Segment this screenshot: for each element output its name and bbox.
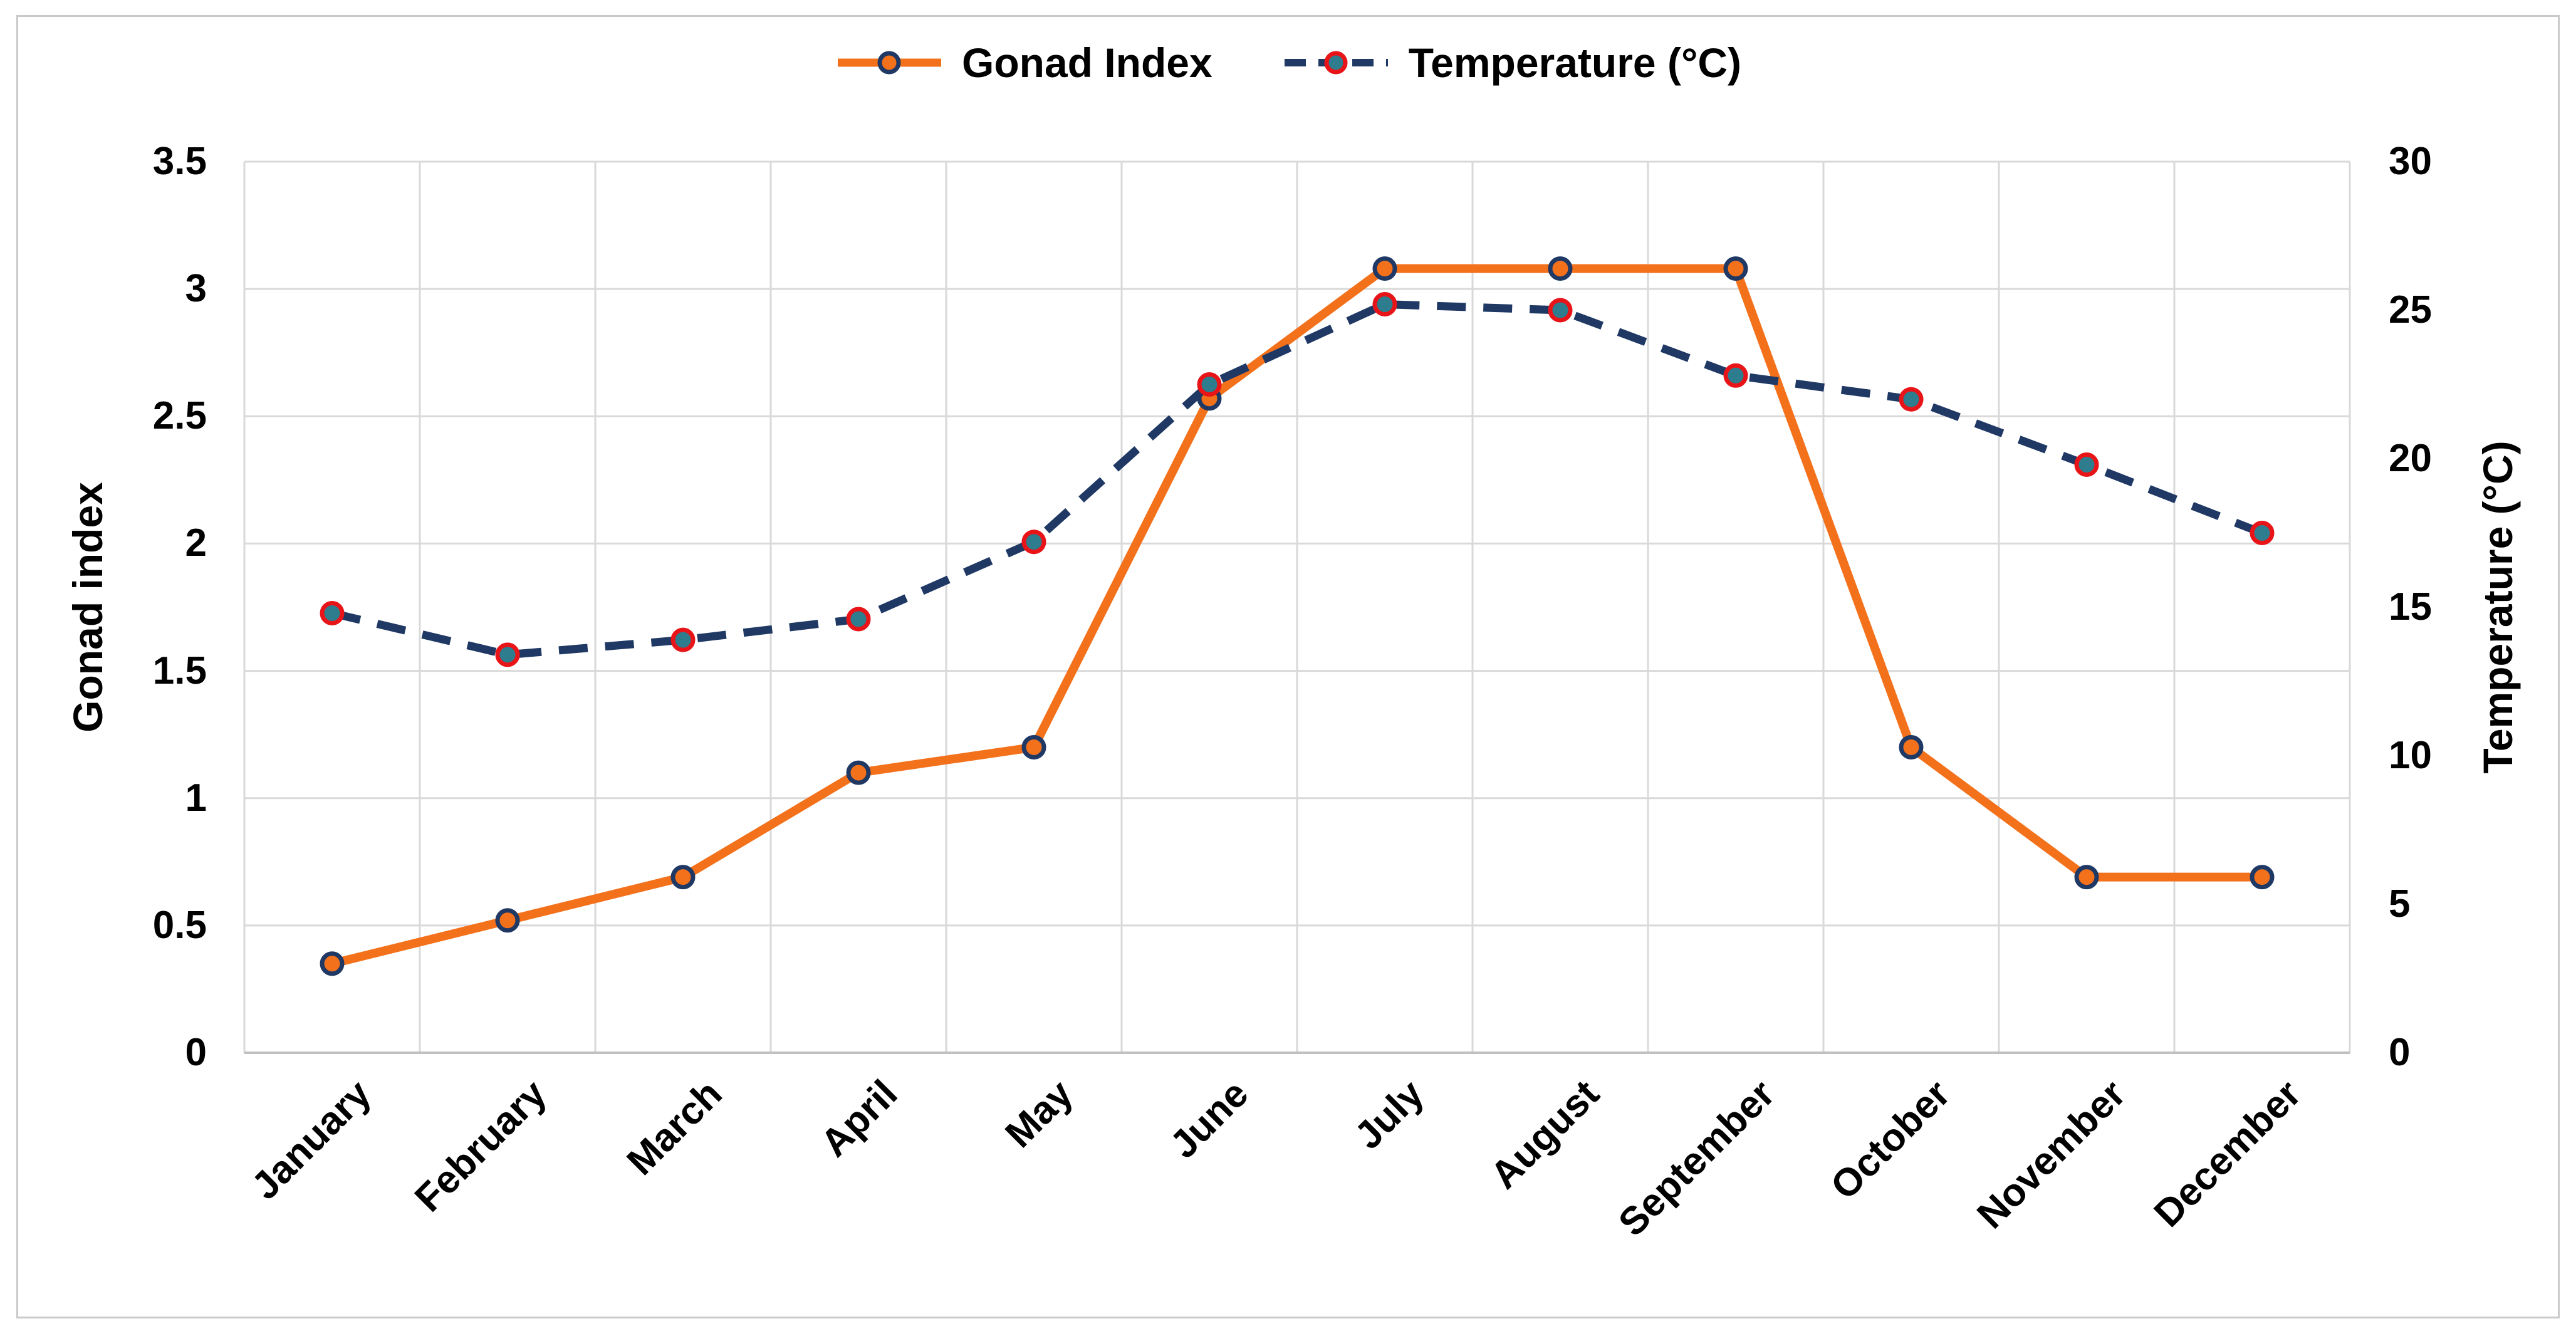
gonad-index-marker [2250, 865, 2275, 890]
gonad-index-marker [2074, 865, 2099, 890]
legend-item-temperature: Temperature (°C) [1281, 39, 1741, 86]
temperature-marker [2074, 452, 2099, 477]
gonad-index-marker [495, 908, 520, 933]
left-axis-tick-label: 0 [185, 1031, 207, 1074]
gonad-line-marker-icon [838, 51, 941, 75]
gonad-index-marker [1372, 256, 1397, 281]
gonad-index-marker [1723, 256, 1748, 281]
gonad-index-series-line [331, 264, 2262, 968]
temperature-marker [1723, 363, 1748, 388]
right-axis-tick-label: 15 [2389, 585, 2432, 629]
gonad-index-marker [1548, 256, 1573, 281]
right-axis-tick-label: 25 [2389, 288, 2432, 331]
right-axis-tick-label: 5 [2389, 882, 2411, 926]
gonad-index-marker [846, 760, 871, 785]
temperature-series-line [331, 300, 2264, 659]
gonad-index-marker [1021, 734, 1046, 759]
left-axis-tick-label: 3 [185, 267, 207, 311]
gonad-index-marker [1899, 734, 1924, 759]
gonad-index-marker [320, 951, 345, 976]
gridlines [243, 160, 2351, 1054]
legend-item-gonad-index: Gonad Index [835, 39, 1212, 86]
right-axis-title: Temperature (°C) [2474, 441, 2521, 774]
temperature-marker [1899, 387, 1924, 412]
temperature-marker [670, 627, 696, 652]
legend-label-gonad-index: Gonad Index [962, 39, 1212, 86]
temperature-marker [1197, 372, 1222, 397]
right-axis-tick-label: 0 [2389, 1031, 2411, 1074]
left-axis-tick-label: 1.5 [152, 649, 207, 692]
temperature-marker [846, 607, 871, 632]
temperature-marker [1372, 292, 1397, 317]
left-axis-tick-label: 2.5 [152, 394, 207, 438]
temperature-marker [320, 600, 345, 625]
left-axis-tick-label: 0.5 [152, 903, 207, 947]
figure-border [16, 15, 2560, 1318]
left-axis-tick-label: 1 [185, 776, 207, 820]
right-axis-tick-label: 20 [2389, 437, 2432, 480]
temperature-marker [1021, 530, 1046, 555]
left-axis-title: Gonad index [65, 482, 111, 733]
left-axis-tick-label: 3.5 [152, 140, 207, 183]
right-axis-tick-label: 10 [2389, 734, 2432, 777]
temperature-marker [2250, 521, 2275, 545]
temperature-marker [1548, 298, 1573, 323]
chart-legend: Gonad Index Temperature (°C) [0, 33, 2576, 93]
temperature-dash-marker-icon [1284, 51, 1388, 75]
gonad-index-marker [670, 865, 696, 890]
right-axis-tick-label: 30 [2389, 140, 2432, 183]
temperature-marker [495, 642, 520, 667]
legend-label-temperature: Temperature (°C) [1408, 39, 1741, 86]
left-axis-tick-label: 2 [185, 521, 207, 565]
